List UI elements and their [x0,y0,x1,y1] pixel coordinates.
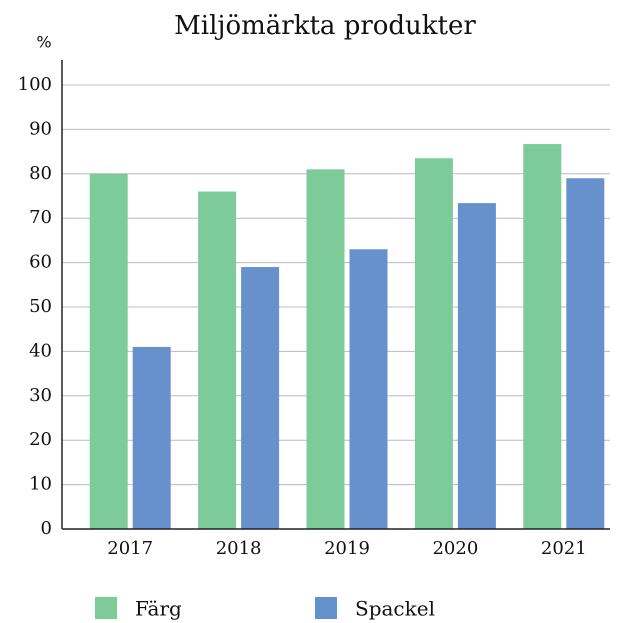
y-tick-label: 70 [29,207,52,228]
y-tick-label: 80 [29,163,52,184]
y-tick-label: 20 [29,429,52,450]
y-tick-label: 40 [29,340,52,361]
bar [414,158,453,529]
legend-label: Färg [135,597,182,621]
x-tick-label: 2021 [541,538,587,559]
legend-swatch [95,597,117,619]
bar [89,173,128,530]
bar [349,249,388,529]
bar [306,169,345,530]
legend-swatch [315,597,337,619]
x-tick-label: 2019 [324,538,370,559]
x-tick-label: 2020 [432,538,478,559]
x-tick-label: 2018 [216,538,262,559]
y-tick-label: 90 [29,118,52,139]
bar [132,346,171,529]
bar [241,267,280,529]
y-axis-label: % [36,33,51,52]
bar [457,203,496,529]
y-tick-label: 100 [18,74,52,95]
bar [566,178,605,530]
y-tick-label: 50 [29,296,52,317]
y-tick-label: 60 [29,252,52,273]
chart-title: Miljömärkta produkter [174,11,476,41]
bar [523,144,562,529]
y-tick-label: 10 [29,474,52,495]
x-tick-label: 2017 [107,538,153,559]
y-tick-label: 0 [41,518,52,539]
bar [198,191,237,529]
legend-label: Spackel [355,597,435,621]
y-tick-label: 30 [29,385,52,406]
